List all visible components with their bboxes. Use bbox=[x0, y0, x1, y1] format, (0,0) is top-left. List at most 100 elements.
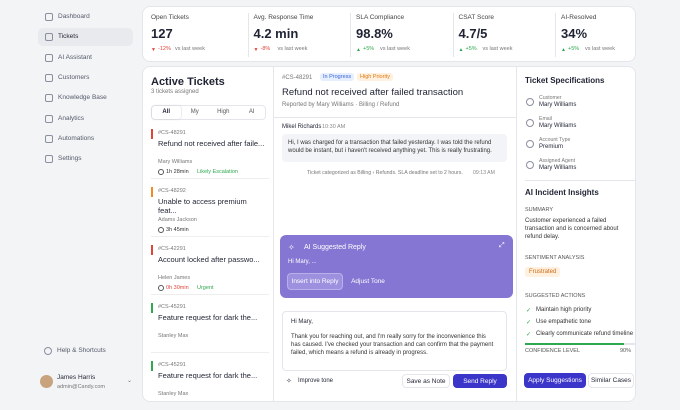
check-icon: ✓ bbox=[526, 308, 532, 314]
header-divider bbox=[274, 117, 517, 118]
ticket-id: #CS-42291 bbox=[158, 246, 186, 252]
field-icon bbox=[526, 161, 534, 169]
divider bbox=[555, 13, 556, 57]
help-link[interactable]: Help & Shortcuts bbox=[57, 347, 106, 354]
tab[interactable]: AI bbox=[248, 109, 255, 115]
nav-icon bbox=[45, 94, 53, 103]
improve-button[interactable]: Improve tone bbox=[298, 378, 334, 384]
ticket-item[interactable]: #CS-42291 Account locked after passwo... H… bbox=[151, 243, 269, 295]
nav-item[interactable]: Customers bbox=[38, 69, 133, 87]
confidence-value: 90% bbox=[620, 348, 632, 354]
nav-item[interactable]: Tickets bbox=[38, 28, 133, 47]
stat-value: 127 bbox=[151, 26, 173, 41]
stat-change: -12% bbox=[158, 46, 171, 52]
field-icon bbox=[526, 98, 534, 106]
system-text: Ticket categorized as Billing › Refunds.… bbox=[307, 170, 463, 176]
ticket-item[interactable]: #CS-48291 Refund not received after faile… bbox=[151, 127, 269, 179]
ai-title: AI Suggested Reply bbox=[304, 244, 366, 251]
ticket-title: Account locked after passwo... bbox=[158, 255, 260, 264]
ticket-title: Feature request for dark the... bbox=[158, 371, 258, 380]
ticket-item[interactable]: #CS-45291 Feature request for dark the...… bbox=[151, 359, 269, 401]
field-value: Premium bbox=[539, 144, 564, 150]
list-title: Active Tickets bbox=[151, 76, 225, 88]
similar-button[interactable]: Similar Cases bbox=[588, 373, 634, 388]
nav-icon bbox=[45, 134, 53, 143]
avatar bbox=[40, 375, 53, 388]
main-card: Active Tickets 3 tickets assigned All My Hig… bbox=[142, 66, 636, 402]
user-name: James Harris bbox=[57, 374, 96, 381]
priority-badge: High Priority bbox=[357, 73, 393, 81]
field-label: Assigned Agent bbox=[539, 158, 576, 164]
tab[interactable]: All bbox=[152, 106, 181, 119]
reply-greeting: Hi Mary, bbox=[291, 319, 313, 325]
nav-icon bbox=[45, 53, 53, 62]
confidence-bar bbox=[525, 343, 624, 345]
send-button[interactable]: Send Reply bbox=[453, 374, 507, 388]
nav-item[interactable]: Automations bbox=[38, 130, 133, 148]
priority-bar bbox=[151, 361, 153, 371]
insights-title: AI Incident Insights bbox=[525, 188, 599, 197]
help-icon bbox=[44, 347, 52, 355]
nav-label: Settings bbox=[58, 155, 82, 163]
sidebar: Dashboard Tickets AI Assistant Customers Kno… bbox=[0, 0, 140, 410]
confidence-label: CONFIDENCE LEVEL bbox=[525, 348, 581, 354]
sentiment-chip: Frustrated bbox=[525, 267, 561, 277]
ai-panel: ✧ AI Suggested Reply ⤢ Hi Mary, ... Insert i… bbox=[280, 235, 513, 298]
message-author: Mikel Richards bbox=[282, 124, 322, 130]
stat-label: CSAT Score bbox=[458, 14, 495, 21]
stat-value: 4.2 min bbox=[253, 26, 299, 41]
sentiment-label: SENTIMENT ANALYSIS bbox=[525, 255, 585, 261]
detail-id: #CS-48291 bbox=[282, 75, 313, 81]
field-value: Mary Williams bbox=[539, 165, 577, 171]
ticket-title: Unable to access premium feat... bbox=[158, 197, 247, 215]
clock-icon bbox=[158, 169, 164, 175]
ticket-time: 3h 45min bbox=[166, 227, 189, 233]
reply-box: Hi Mary, Thank you for reaching out, and … bbox=[282, 311, 507, 371]
nav-label: Analytics bbox=[58, 114, 85, 122]
nav-item[interactable]: Analytics bbox=[38, 110, 133, 128]
divider bbox=[350, 13, 351, 57]
save-button[interactable]: Save as Note bbox=[402, 374, 450, 388]
user-menu[interactable]: ⌄ bbox=[127, 378, 133, 384]
specs-title: Ticket Specifications bbox=[525, 76, 605, 85]
clock-icon bbox=[158, 285, 164, 291]
nav-item[interactable]: AI Assistant bbox=[38, 49, 133, 67]
nav-icon bbox=[45, 114, 53, 123]
ticket-time: 1h 28min bbox=[166, 169, 189, 175]
actions-label: SUGGESTED ACTIONS bbox=[525, 293, 586, 299]
adjust-button[interactable]: Adjust Tone bbox=[351, 278, 385, 285]
ticket-list: Active Tickets 3 tickets assigned All My Hig… bbox=[143, 67, 274, 401]
message-text: Hi, I was charged for a transaction that… bbox=[288, 140, 492, 154]
apply-button[interactable]: Apply Suggestions bbox=[524, 373, 586, 388]
stat-label: SLA Compliance bbox=[356, 14, 405, 21]
trend-arrow: ▲ bbox=[356, 47, 361, 53]
priority-bar bbox=[151, 129, 153, 139]
nav-label: AI Assistant bbox=[58, 53, 92, 61]
stat-change: +5% bbox=[568, 46, 580, 52]
side-panel: Ticket Specifications Customer Mary Willia… bbox=[518, 67, 635, 401]
ticket-item[interactable]: #CS-45291 Feature request for dark the...… bbox=[151, 301, 269, 353]
nav-item[interactable]: Settings bbox=[38, 150, 133, 168]
specs-divider bbox=[525, 180, 635, 181]
ticket-item[interactable]: #CS-48292 Unable to access premium feat..… bbox=[151, 185, 269, 237]
divider bbox=[247, 13, 249, 57]
improve-icon: ✧ bbox=[286, 378, 292, 385]
nav-item[interactable]: Knowledge Base bbox=[38, 89, 133, 107]
stat-note: vs last week bbox=[482, 46, 513, 52]
field-label: Customer bbox=[539, 95, 562, 101]
expand-icon[interactable]: ⤢ bbox=[499, 242, 505, 249]
insert-button[interactable]: Insert into Reply bbox=[287, 273, 343, 290]
stat-change: +5% bbox=[363, 46, 375, 52]
tabs: All My High AI bbox=[151, 105, 266, 120]
ai-icon: ✧ bbox=[288, 243, 295, 252]
ticket-id: #CS-48291 bbox=[158, 130, 186, 136]
tab[interactable]: High bbox=[217, 109, 230, 115]
stat-value: 34% bbox=[561, 26, 588, 41]
field-icon bbox=[526, 119, 534, 127]
stat-note: vs last week bbox=[380, 46, 410, 52]
nav-item[interactable]: Dashboard bbox=[38, 8, 133, 26]
tab[interactable]: My bbox=[190, 109, 199, 115]
trend-arrow: ▲ bbox=[561, 47, 566, 53]
ticket-title: Feature request for dark the... bbox=[158, 313, 258, 322]
